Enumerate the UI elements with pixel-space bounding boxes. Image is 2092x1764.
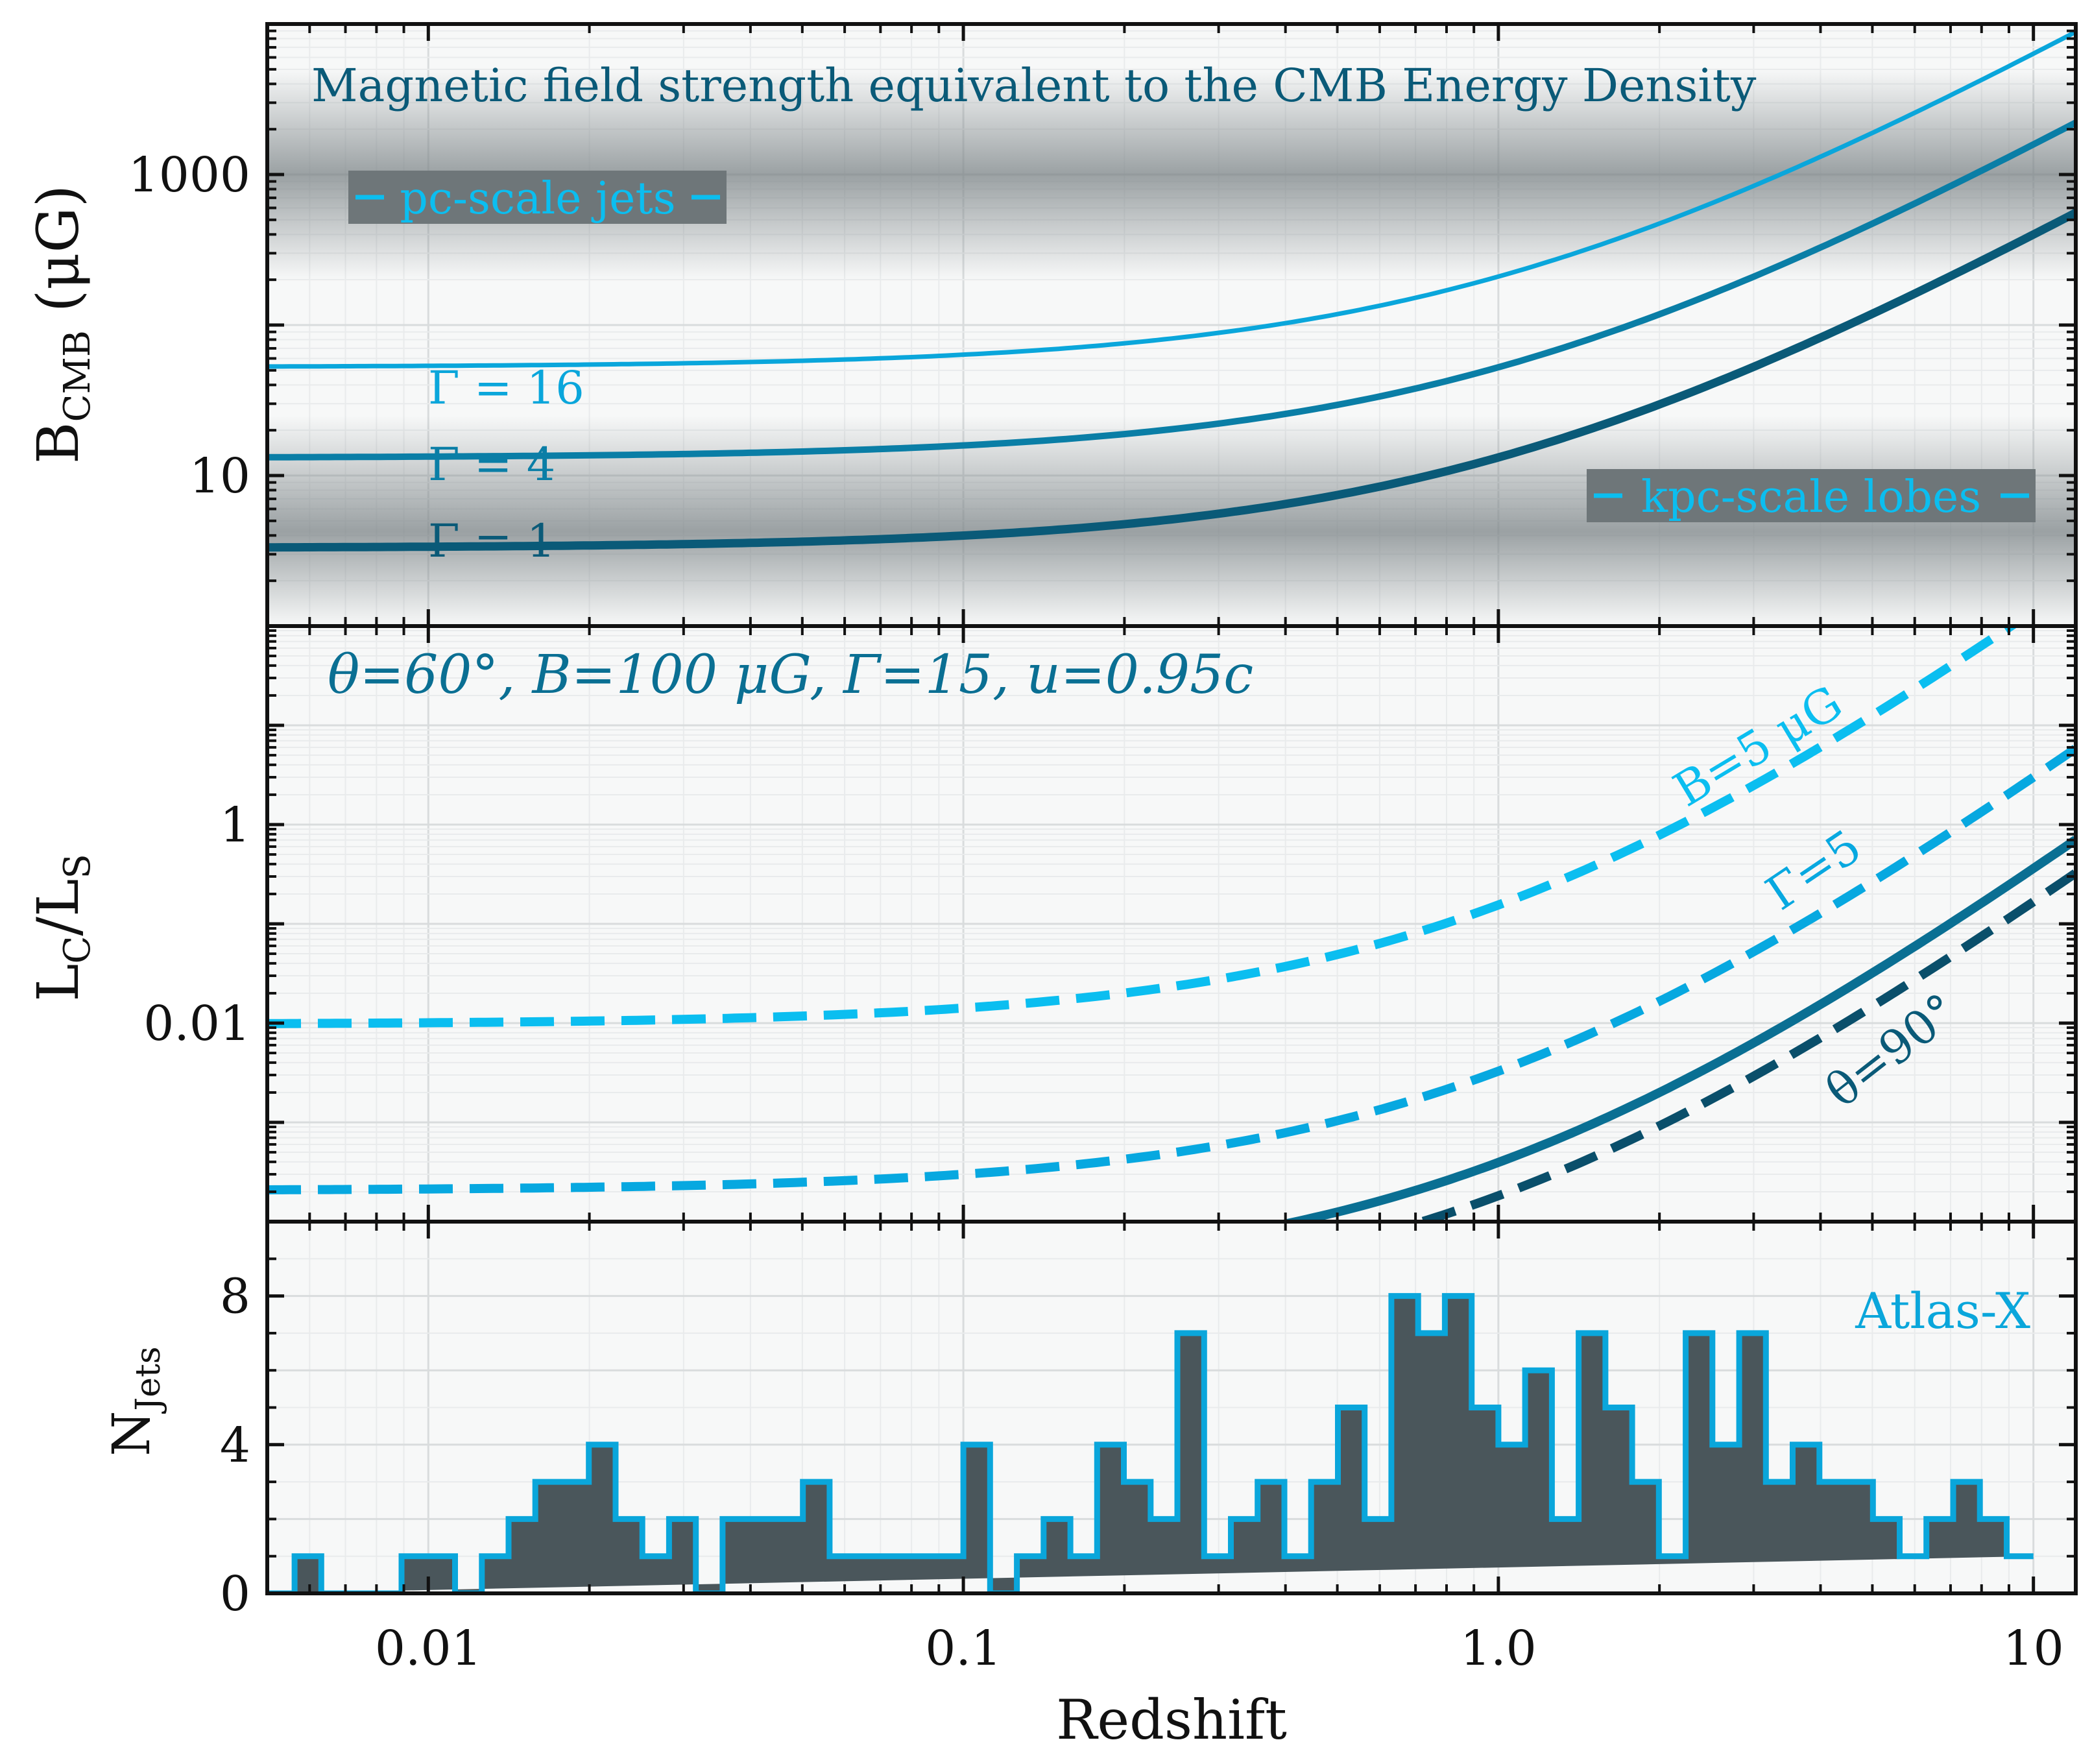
gamma16-label: Γ = 16 — [428, 361, 584, 415]
b5-dashed-curve — [267, 626, 2019, 1028]
top-panel-curves — [267, 29, 2076, 552]
bottom-y-axis-sub: Jets — [129, 1346, 168, 1414]
bottom-y-axis-main: N — [101, 1411, 162, 1456]
top-y-axis-title: BCMB (μG) — [25, 185, 99, 464]
gamma4-curve — [267, 119, 2076, 461]
gamma4-label: Γ = 4 — [428, 438, 555, 491]
kpc-scale-lobes-text: kpc-scale lobes — [1641, 472, 1981, 523]
gamma16-curve — [267, 29, 2076, 369]
y-tick-label: 10 — [189, 448, 250, 504]
middle-y-axis-main2: /L — [25, 878, 91, 936]
y-tick-label: 0 — [220, 1566, 250, 1622]
y-tick-label: 1 — [220, 797, 250, 853]
middle-panel-grid — [267, 626, 2076, 1222]
x-tick-label: 1.0 — [1460, 1621, 1537, 1676]
x-axis-title: Redshift — [1056, 1688, 1287, 1752]
x-tick-label: 10 — [2003, 1621, 2064, 1676]
pc-scale-jets-label: pc-scale jets — [348, 171, 727, 224]
middle-y-axis-main1: L — [25, 963, 91, 1001]
y-tick-label: 4 — [220, 1418, 250, 1473]
atlas-x-label: Atlas-X — [1855, 1282, 2030, 1340]
kpc-scale-lobes-label: kpc-scale lobes — [1587, 469, 2036, 523]
pc-scale-jets-text: pc-scale jets — [400, 173, 675, 224]
x-tick-label: 0.1 — [925, 1621, 1002, 1676]
gamma5-dashed-curve — [267, 744, 2076, 1194]
y-tick-label: 8 — [220, 1269, 250, 1325]
baseline-solid-curve — [1274, 836, 2076, 1222]
top-y-axis-sub: CMB — [56, 330, 99, 422]
bottom-y-axis-title: NJets — [101, 1346, 168, 1456]
top-y-axis-unit: (μG) — [25, 185, 91, 330]
top-y-axis-main: B — [25, 422, 91, 464]
middle-y-axis-title: LC/LS — [25, 854, 99, 1002]
middle-panel-curves — [267, 626, 2076, 1222]
middle-y-axis-sub2: S — [56, 854, 99, 878]
middle-y-axis-sub1: C — [56, 936, 99, 964]
y-tick-label: 1000 — [128, 147, 250, 203]
middle-panel-title: θ=60°, B=100 μG, Γ=15, u=0.95c — [328, 644, 1253, 706]
top-panel-title: Magnetic field strength equivalent to th… — [311, 59, 1757, 112]
gamma1-label: Γ = 1 — [428, 514, 555, 568]
x-tick-label: 0.01 — [375, 1621, 482, 1676]
redshift-histogram — [267, 1293, 2034, 1593]
gamma1-curve — [267, 208, 2076, 552]
histogram-bars — [267, 1293, 2034, 1593]
y-tick-label: 0.01 — [143, 996, 250, 1052]
theta90-dashed-curve — [1406, 869, 2076, 1222]
